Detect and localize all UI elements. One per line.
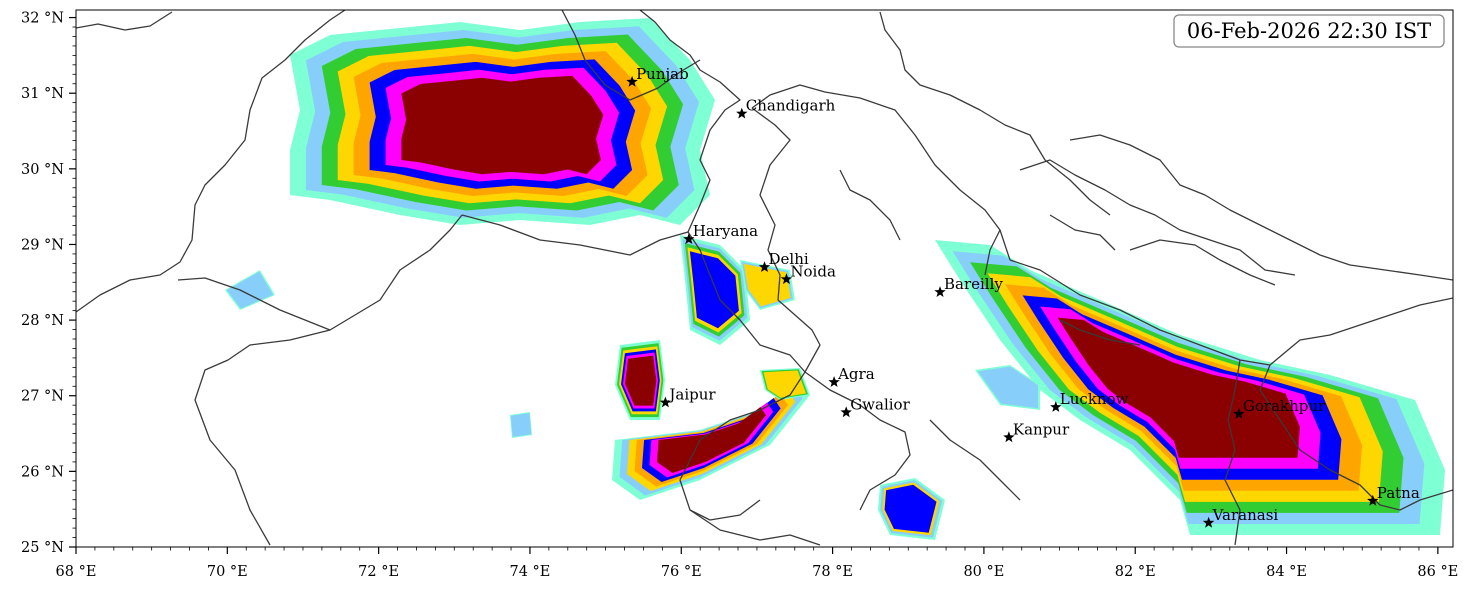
city-label-gorakhpur: Gorakhpur <box>1243 397 1326 415</box>
city-label-agra: Agra <box>837 365 875 383</box>
x-tick-label: 74 °E <box>510 564 551 580</box>
city-star-kanpur <box>1003 431 1015 443</box>
west-rajasthan-cell-level-2 <box>226 271 274 309</box>
y-tick-label: 31 °N <box>21 86 64 102</box>
timestamp-text: 06-Feb-2026 22:30 IST <box>1187 19 1431 43</box>
x-tick-label: 72 °E <box>358 564 399 580</box>
city-label-haryana: Haryana <box>693 222 758 240</box>
x-tick-label: 76 °E <box>661 564 702 580</box>
city-label-gwalior: Gwalior <box>850 395 910 413</box>
city-star-delhi <box>758 261 771 272</box>
y-tick-label: 30 °N <box>21 162 64 178</box>
city-star-gorakhpur <box>1233 407 1245 419</box>
city-label-noida: Noida <box>790 262 836 280</box>
city-label-kanpur: Kanpur <box>1013 420 1070 438</box>
southwest-cell-level-2 <box>510 413 532 437</box>
x-tick-label: 78 °E <box>812 564 853 580</box>
city-star-agra <box>828 376 840 387</box>
city-star-gwalior <box>840 406 852 418</box>
x-tick-label: 68 °E <box>56 564 97 580</box>
city-label-patna: Patna <box>1377 484 1420 502</box>
x-tick-label: 84 °E <box>1266 564 1307 580</box>
city-star-lucknow <box>1050 401 1062 412</box>
city-star-patna <box>1367 494 1379 506</box>
plot-frame <box>75 9 1454 548</box>
y-tick-label: 25 °N <box>21 540 64 556</box>
city-star-haryana <box>683 233 695 244</box>
gwalior-cell-level-6 <box>884 484 937 533</box>
city-label-delhi: Delhi <box>769 250 809 268</box>
city-star-bareilly <box>934 286 946 297</box>
jaipur-cell-south-level-8 <box>657 407 766 473</box>
city-label-jaipur: Jaipur <box>667 386 716 404</box>
state-boundaries <box>76 10 1453 546</box>
x-tick-label: 82 °E <box>1115 564 1156 580</box>
city-label-punjab: Punjab <box>636 65 689 83</box>
x-axis-longitude: 68 °E 70 °E 72 °E 74 °E 76 °E 78 °E 80 °E 82 °E… <box>56 547 1458 580</box>
haryana-cell-level-6 <box>689 251 739 329</box>
kanpur-cell-level-2 <box>977 366 1038 409</box>
city-label-bareilly: Bareilly <box>944 275 1003 293</box>
y-tick-label: 27 °N <box>21 389 64 405</box>
y-axis-latitude: 25 °N 26 °N 27 °N 28 °N 29 °N 30 °N 31 °N 32 °N <box>21 11 76 556</box>
jaipur-cell-west-level-8 <box>625 355 657 406</box>
city-label-varanasi: Varanasi <box>1212 506 1279 524</box>
agra-cell-level-4 <box>763 370 806 398</box>
city-label-lucknow: Lucknow <box>1060 390 1129 408</box>
y-tick-label: 29 °N <box>21 237 64 253</box>
city-label-chandigarh: Chandigarh <box>746 97 836 115</box>
city-star-punjab <box>626 75 638 87</box>
punjab-cell-level-8 <box>433 92 572 160</box>
city-star-noida <box>780 273 793 285</box>
city-star-jaipur <box>659 396 672 408</box>
city-star-varanasi <box>1202 516 1215 528</box>
x-tick-label: 70 °E <box>207 564 248 580</box>
y-tick-label: 32 °N <box>21 11 64 27</box>
city-star-chandigarh <box>736 107 748 119</box>
x-tick-label: 80 °E <box>963 564 1004 580</box>
y-tick-label: 28 °N <box>21 313 64 329</box>
x-tick-label: 86 °E <box>1417 564 1458 580</box>
timestamp-box: 06-Feb-2026 22:30 IST <box>1173 14 1445 48</box>
y-tick-label: 26 °N <box>21 464 64 480</box>
